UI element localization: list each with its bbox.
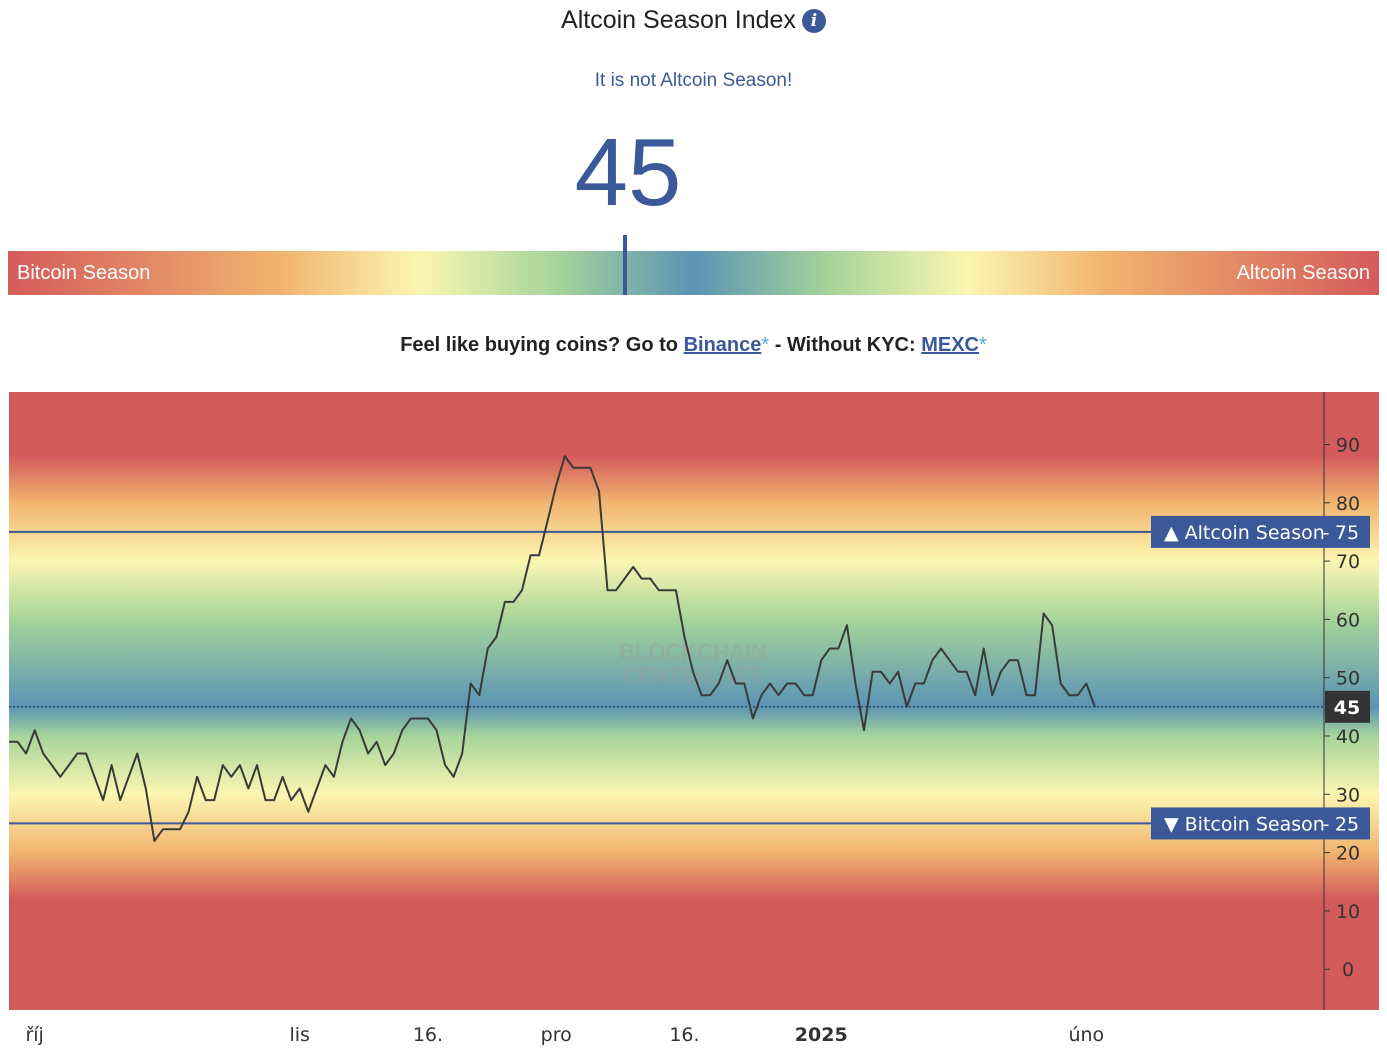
season-gauge: Bitcoin Season Altcoin Season	[8, 251, 1379, 295]
current-value-label: 45	[1334, 697, 1360, 719]
y-tick-label: 90	[1336, 434, 1360, 456]
page-title: Altcoin Season Index i	[0, 6, 1387, 35]
chart-background	[9, 392, 1379, 1010]
threshold-label-box	[1151, 807, 1370, 840]
y-tick-label: 30	[1336, 784, 1360, 806]
y-tick-label: 70	[1336, 551, 1360, 573]
chart-watermark: BLOCKCHAIN	[619, 639, 767, 664]
x-tick-label: úno	[1068, 1024, 1104, 1046]
title-text: Altcoin Season Index	[561, 6, 796, 34]
binance-asterisk: *	[761, 334, 770, 356]
index-value: 45	[574, 119, 682, 226]
gauge-left-label: Bitcoin Season	[17, 262, 151, 284]
info-icon[interactable]: i	[801, 9, 826, 33]
x-tick-label: 16.	[669, 1024, 699, 1046]
season-index-chart: BLOCKCHAINCENTER.NET0102030405060708090ř…	[9, 392, 1379, 1051]
x-tick-label: pro	[541, 1024, 572, 1046]
y-tick-label: 40	[1336, 726, 1360, 748]
x-tick-label: 2025	[795, 1024, 848, 1046]
season-status: It is not Altcoin Season!	[594, 70, 793, 91]
mexc-link[interactable]: MEXC	[921, 334, 979, 356]
mexc-asterisk: *	[979, 334, 987, 356]
index-series-line	[9, 455, 1096, 842]
x-tick-label: lis	[289, 1024, 309, 1046]
y-tick-label: 10	[1336, 901, 1360, 923]
binance-link[interactable]: Binance	[683, 334, 762, 356]
threshold-label: ▼ Bitcoin Season	[1164, 813, 1325, 835]
y-tick-label: 0	[1342, 959, 1354, 981]
gauge-marker	[622, 235, 627, 295]
threshold-value: 75	[1335, 522, 1359, 544]
x-axis-area	[9, 1010, 1379, 1051]
gauge-right-label: Altcoin Season	[1236, 262, 1370, 284]
y-tick-label: 50	[1336, 668, 1360, 690]
promo-text-1: Feel like buying coins? Go to	[400, 334, 684, 356]
y-tick-label: 60	[1336, 609, 1360, 631]
threshold-separator: -	[1323, 813, 1330, 835]
promo-line: Feel like buying coins? Go to Binance* -…	[0, 334, 1387, 357]
threshold-value: 25	[1335, 813, 1359, 835]
current-value-badge	[1325, 690, 1370, 723]
threshold-label-box	[1151, 515, 1370, 548]
y-tick-label: 20	[1336, 843, 1360, 865]
x-tick-label: říj	[25, 1024, 43, 1046]
threshold-label: ▲ Altcoin Season	[1164, 522, 1325, 544]
threshold-separator: -	[1323, 522, 1330, 544]
promo-text-2: - Without KYC:	[769, 334, 922, 356]
y-tick-label: 80	[1336, 493, 1360, 515]
x-tick-label: 16.	[413, 1024, 443, 1046]
